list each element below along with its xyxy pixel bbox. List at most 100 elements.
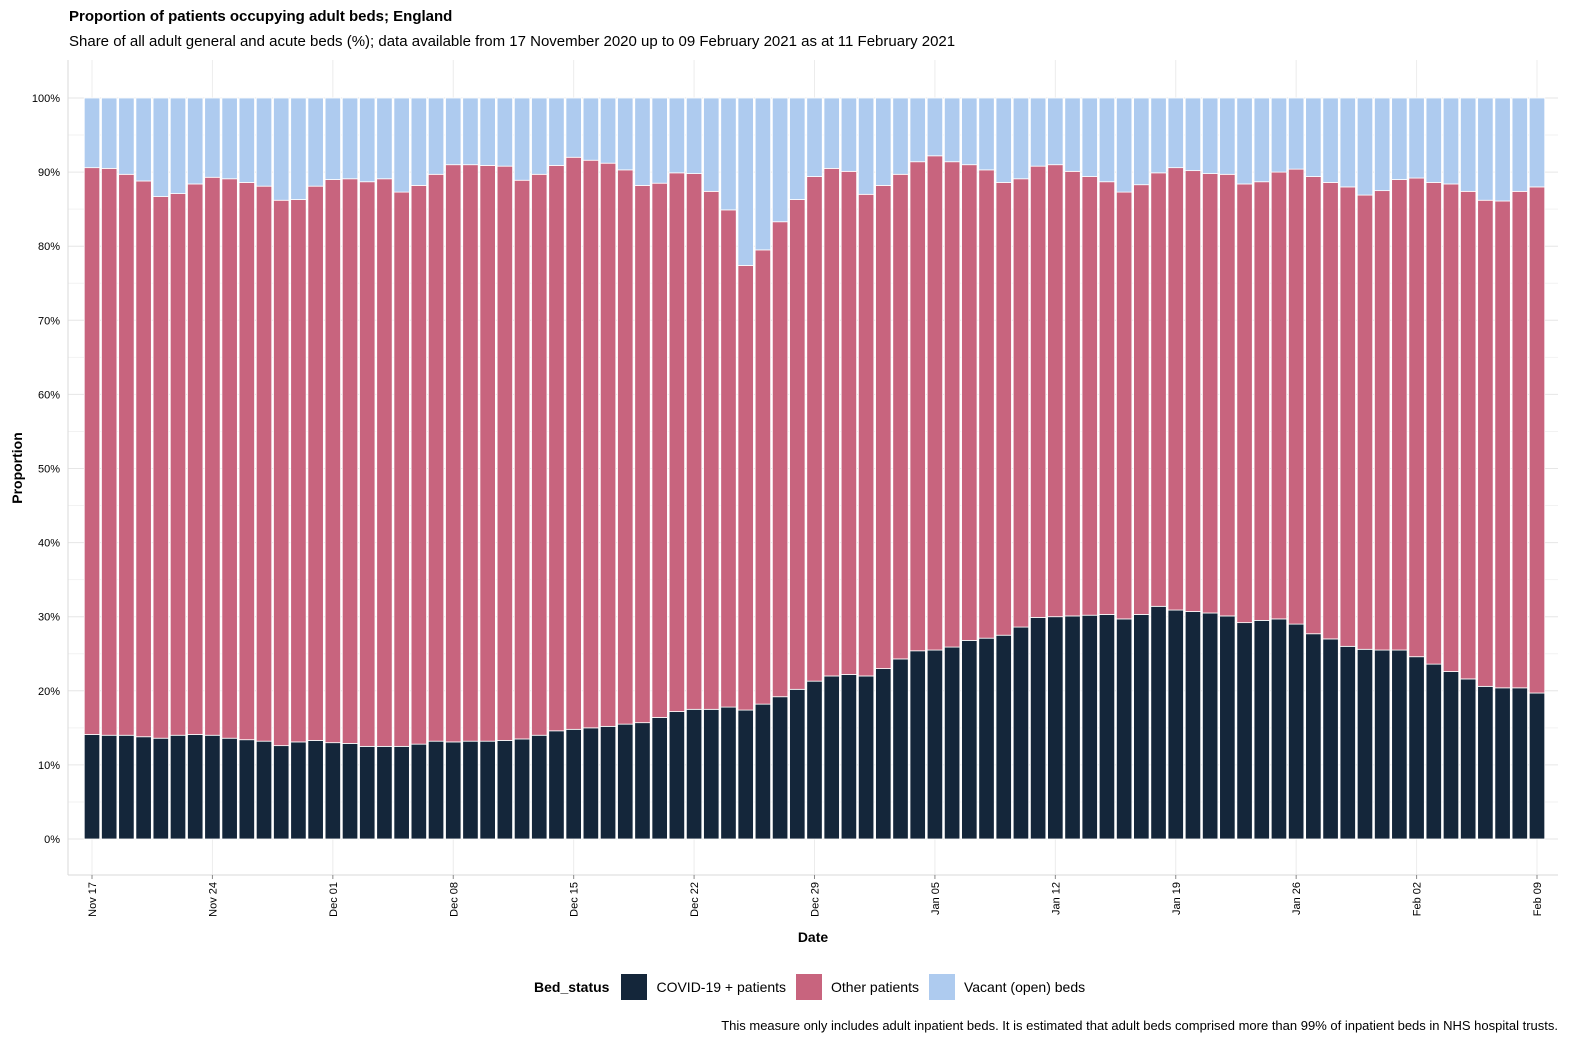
bar-segment-covid	[754, 703, 772, 840]
bar-segment-covid	[169, 734, 187, 840]
bar-segment-vacant	[1047, 97, 1064, 166]
bar-segment-other	[1081, 176, 1098, 616]
bar-segment-covid	[565, 728, 582, 840]
bar-segment-vacant	[737, 97, 754, 266]
bar-segment-vacant	[1305, 97, 1322, 177]
bar-segment-vacant	[1116, 97, 1133, 193]
bar-segment-other	[961, 164, 978, 641]
bar-segment-vacant	[857, 97, 875, 195]
bar-segment-other	[1305, 176, 1322, 635]
bar-segment-vacant	[1219, 97, 1236, 175]
bar-segment-vacant	[152, 97, 169, 197]
bar-segment-other	[1408, 177, 1425, 658]
bar-segment-covid	[187, 734, 204, 840]
bar-segment-other	[1391, 179, 1408, 651]
bar-segment-other	[1064, 170, 1081, 617]
bar-segment-other	[83, 167, 101, 735]
y-tick-label: 20%	[38, 686, 60, 698]
y-tick-label: 0%	[44, 834, 60, 846]
bar-segment-other	[445, 164, 462, 743]
bar-segment-other	[1150, 172, 1167, 607]
bar-segment-vacant	[668, 97, 686, 174]
bar-segment-vacant	[427, 97, 445, 175]
bar-segment-other	[1202, 173, 1219, 614]
y-tick-label: 50%	[38, 464, 60, 476]
legend-label-other: Other patients	[831, 979, 919, 995]
x-tick-label: Dec 08	[448, 882, 460, 917]
bar-segment-covid	[806, 680, 823, 840]
bar-segment-covid	[943, 646, 961, 840]
bar-segment-other	[290, 199, 307, 743]
bar-segment-other	[1029, 165, 1047, 618]
bar-segment-vacant	[1202, 97, 1219, 174]
bar-segment-covid	[393, 745, 410, 840]
bar-segment-other	[909, 161, 926, 652]
bar-segment-other	[169, 193, 187, 736]
bar-segment-covid	[1047, 616, 1064, 840]
bar-segment-other	[857, 193, 875, 677]
bar-segment-covid	[307, 740, 324, 840]
bar-segment-covid	[1150, 605, 1167, 840]
bar-segment-covid	[290, 741, 307, 840]
bar-segment-other	[324, 179, 341, 744]
bar-segment-other	[1494, 200, 1511, 689]
bar-segment-vacant	[926, 97, 944, 157]
bar-segment-covid	[1116, 618, 1133, 840]
bar-segment-other	[1322, 182, 1339, 640]
y-axis-label: Proportion	[9, 432, 25, 504]
bar-segment-vacant	[806, 97, 823, 177]
bar-segment-other	[668, 172, 686, 712]
bar-segment-other	[1460, 190, 1477, 680]
bar-segment-vacant	[1391, 97, 1408, 180]
bar-segment-other	[1098, 181, 1116, 615]
x-tick-label: Dec 29	[810, 882, 822, 917]
bar-segment-vacant	[135, 97, 152, 182]
bar-segment-covid	[892, 658, 909, 840]
bar-segment-covid	[840, 674, 858, 840]
bar-segment-vacant	[651, 97, 668, 184]
bar-segment-other	[135, 180, 152, 738]
bar-segment-covid	[445, 741, 462, 840]
bar-segment-covid	[1064, 615, 1081, 840]
x-tick-label: Dec 01	[328, 882, 340, 917]
bar-segment-other	[1356, 194, 1374, 650]
legend-item-covid: COVID-19 + patients	[621, 974, 786, 1000]
bar-segment-vacant	[83, 97, 101, 169]
bar-segment-other	[152, 196, 169, 739]
bar-segment-covid	[789, 688, 806, 840]
bar-segment-covid	[1133, 614, 1150, 840]
bar-segment-other	[221, 178, 238, 739]
bar-segment-vacant	[685, 97, 703, 174]
bar-segment-covid	[376, 745, 393, 840]
bar-segment-vacant	[634, 97, 651, 186]
bar-segment-other	[1253, 181, 1270, 621]
bar-segment-vacant	[1012, 97, 1030, 180]
bar-segment-other	[1288, 168, 1305, 625]
bar-segment-other	[1511, 190, 1528, 689]
bar-segment-covid	[359, 745, 376, 840]
bar-segment-other	[496, 165, 513, 741]
bar-segment-vacant	[1184, 97, 1202, 172]
bar-segment-other	[685, 173, 703, 710]
y-tick-label: 80%	[38, 241, 60, 253]
bar-segment-covid	[513, 738, 531, 840]
bar-segment-covid	[118, 734, 135, 840]
x-tick-label: Feb 09	[1532, 882, 1544, 916]
y-tick-label: 100%	[32, 93, 60, 105]
bar-segment-covid	[995, 634, 1012, 840]
bar-segment-vacant	[187, 97, 204, 185]
bar-segment-vacant	[1339, 97, 1356, 188]
bar-segment-covid	[599, 725, 617, 840]
bar-segment-vacant	[1511, 97, 1528, 192]
bar-segment-covid	[737, 709, 754, 840]
bar-segment-covid	[531, 734, 548, 840]
bar-segment-vacant	[1098, 97, 1116, 183]
x-tick-label: Jan 26	[1291, 882, 1303, 915]
bar-segment-covid	[1477, 685, 1494, 840]
bar-segment-vacant	[754, 97, 772, 251]
x-axis-label: Date	[798, 929, 829, 945]
bar-segment-other	[376, 178, 393, 747]
bar-segment-vacant	[599, 97, 617, 164]
bar-segment-other	[754, 249, 772, 705]
bar-segment-covid	[1184, 611, 1202, 840]
